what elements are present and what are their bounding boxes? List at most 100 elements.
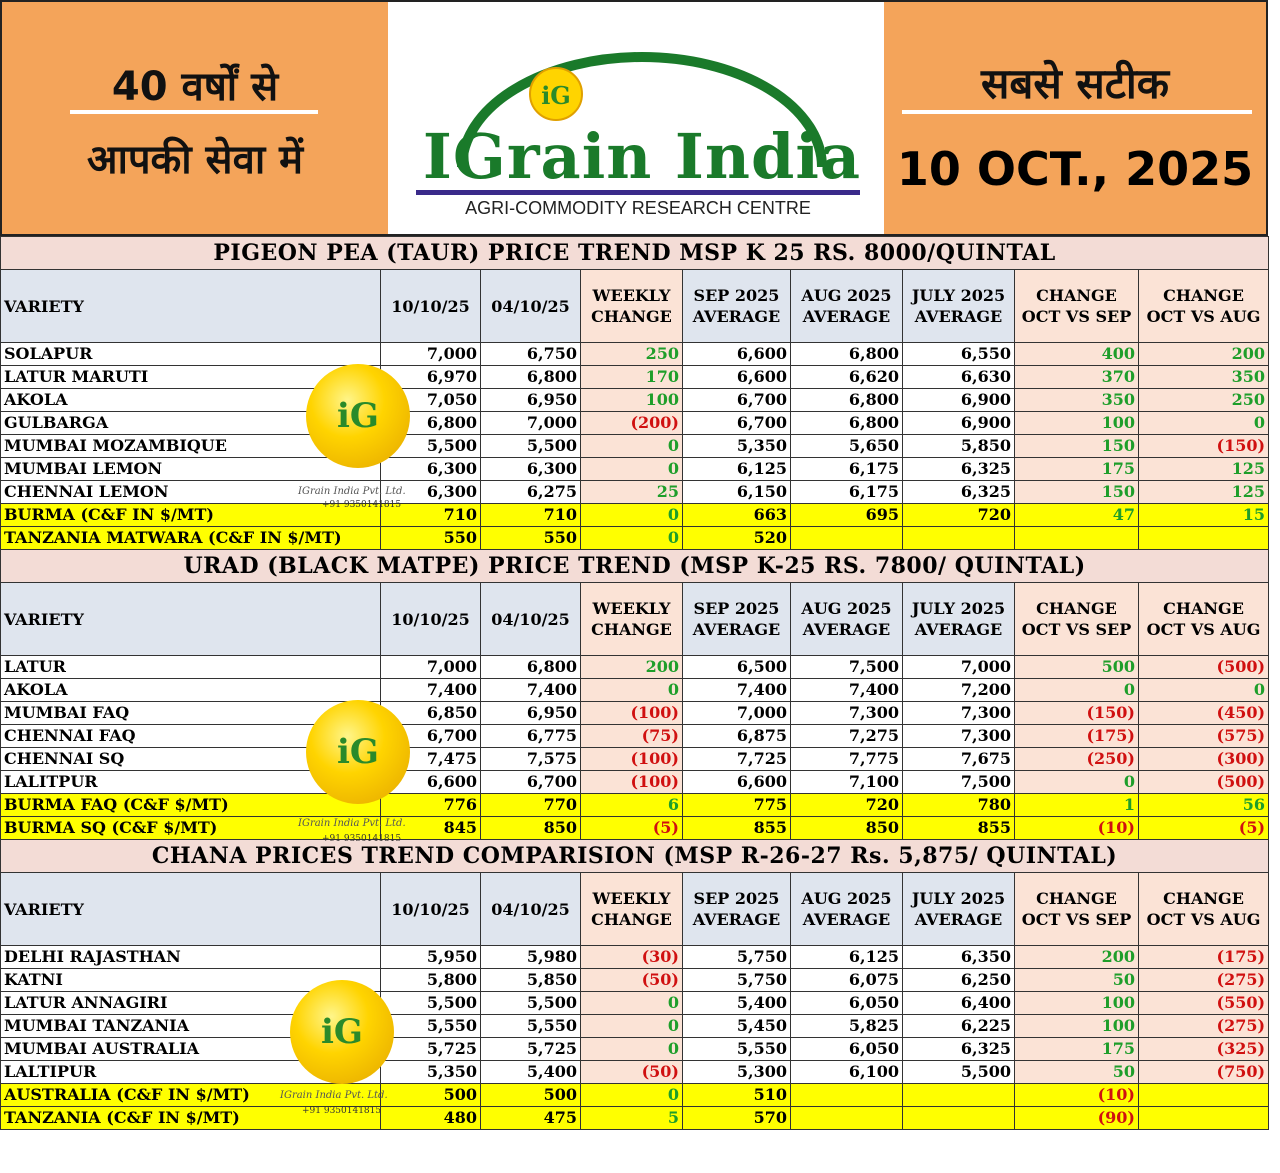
cell-weekly-change: (50) xyxy=(580,1060,683,1084)
table-row: TANZANIA MATWARA (C&F IN $/MT) 550 550 0 520 xyxy=(0,526,1270,550)
table-row: AUSTRALIA (C&F IN $/MT) 500 500 0 510 (10) xyxy=(0,1083,1270,1107)
cell-july-average: 6,900 xyxy=(902,411,1015,435)
column-header-change-oct-vs-sep: CHANGE OCT VS SEP xyxy=(1014,269,1139,343)
cell-weekly-change: (100) xyxy=(580,701,683,725)
cell-aug-average: 5,825 xyxy=(790,1014,903,1038)
cell-change-oct-vs-sep: (10) xyxy=(1014,1083,1139,1107)
cell-weekly-change: (200) xyxy=(580,411,683,435)
cell-variety: SOLAPUR xyxy=(0,342,381,366)
tagline-service: आपकी सेवा में xyxy=(86,137,304,183)
cell-variety: AKOLA xyxy=(0,678,381,702)
report-date: 10 OCT., 2025 xyxy=(896,142,1254,196)
price-table: PIGEON PEA (TAUR) PRICE TREND MSP K 25 R… xyxy=(0,236,1270,1130)
cell-july-average: 6,250 xyxy=(902,968,1015,992)
table-row: KATNI 5,800 5,850 (50) 5,750 6,075 6,250 50 (275… xyxy=(0,968,1270,992)
cell-change-oct-vs-sep: 175 xyxy=(1014,1037,1139,1061)
cell-july-average xyxy=(902,1106,1015,1130)
cell-price-current: 5,725 xyxy=(380,1037,481,1061)
cell-july-average: 6,550 xyxy=(902,342,1015,366)
cell-price-previous: 770 xyxy=(480,793,581,817)
table-row: GULBARGA 6,800 7,000 (200) 6,700 6,800 6,900 10… xyxy=(0,411,1270,435)
cell-sep-average: 520 xyxy=(682,526,791,550)
column-header-variety: VARIETY xyxy=(0,269,381,343)
cell-weekly-change: 0 xyxy=(580,678,683,702)
section-title: PIGEON PEA (TAUR) PRICE TREND MSP K 25 R… xyxy=(0,236,1270,270)
cell-aug-average: 695 xyxy=(790,503,903,527)
cell-change-oct-vs-sep: 100 xyxy=(1014,991,1139,1015)
column-header-change-oct-vs-sep: CHANGE OCT VS SEP xyxy=(1014,872,1139,946)
cell-aug-average: 6,800 xyxy=(790,342,903,366)
cell-change-oct-vs-aug: 125 xyxy=(1137,480,1270,504)
section-title: URAD (BLACK MATPE) PRICE TREND (MSP K-25… xyxy=(0,549,1270,583)
cell-change-oct-vs-aug: (5) xyxy=(1137,816,1270,840)
watermark-badge: iG xyxy=(337,732,379,772)
cell-price-previous: 5,980 xyxy=(480,945,581,969)
cell-july-average: 6,400 xyxy=(902,991,1015,1015)
cell-price-previous: 7,400 xyxy=(480,678,581,702)
cell-change-oct-vs-aug: (325) xyxy=(1137,1037,1270,1061)
cell-change-oct-vs-aug: (750) xyxy=(1137,1060,1270,1084)
cell-aug-average: 6,800 xyxy=(790,388,903,412)
cell-weekly-change: 6 xyxy=(580,793,683,817)
table-row: AKOLA 7,400 7,400 0 7,400 7,400 7,200 0 0 xyxy=(0,678,1270,702)
cell-change-oct-vs-sep: 175 xyxy=(1014,457,1139,481)
watermark-logo-icon: iG xyxy=(290,980,394,1084)
cell-sep-average: 6,700 xyxy=(682,388,791,412)
cell-price-previous: 5,850 xyxy=(480,968,581,992)
cell-variety: TANZANIA (C&F IN $/MT) xyxy=(0,1106,381,1130)
cell-price-previous: 475 xyxy=(480,1106,581,1130)
cell-price-previous: 7,575 xyxy=(480,747,581,771)
cell-sep-average: 775 xyxy=(682,793,791,817)
cell-change-oct-vs-sep: 500 xyxy=(1014,655,1139,679)
cell-aug-average: 6,075 xyxy=(790,968,903,992)
cell-july-average: 780 xyxy=(902,793,1015,817)
cell-july-average: 6,225 xyxy=(902,1014,1015,1038)
watermark-phone: +91 9350141815 xyxy=(322,500,402,510)
cell-weekly-change: (100) xyxy=(580,770,683,794)
column-header-price-current: 10/10/25 xyxy=(380,872,481,946)
table-row: CHENNAI FAQ 6,700 6,775 (75) 6,875 7,275 7,300… xyxy=(0,724,1270,748)
cell-price-current: 7,400 xyxy=(380,678,481,702)
column-header-weekly-change: WEEKLY CHANGE xyxy=(580,872,683,946)
cell-change-oct-vs-sep xyxy=(1014,526,1139,550)
cell-sep-average: 7,000 xyxy=(682,701,791,725)
cell-aug-average: 5,650 xyxy=(790,434,903,458)
cell-price-previous: 6,300 xyxy=(480,457,581,481)
cell-change-oct-vs-sep: (175) xyxy=(1014,724,1139,748)
cell-change-oct-vs-sep: 350 xyxy=(1014,388,1139,412)
cell-july-average: 7,300 xyxy=(902,724,1015,748)
cell-aug-average: 7,300 xyxy=(790,701,903,725)
cell-july-average xyxy=(902,1083,1015,1107)
column-header-row: VARIETY 10/10/25 04/10/25 WEEKLY CHANGE SEP … xyxy=(0,582,1270,656)
table-row: BURMA (C&F IN $/MT) 710 710 0 663 695 720 47 15 xyxy=(0,503,1270,527)
section-title: CHANA PRICES TREND COMPARISION (MSP R-26… xyxy=(0,839,1270,873)
cell-change-oct-vs-sep: 150 xyxy=(1014,434,1139,458)
cell-change-oct-vs-aug: 350 xyxy=(1137,365,1270,389)
cell-sep-average: 6,500 xyxy=(682,655,791,679)
cell-sep-average: 6,875 xyxy=(682,724,791,748)
cell-price-previous: 850 xyxy=(480,816,581,840)
cell-aug-average: 6,175 xyxy=(790,480,903,504)
cell-july-average: 6,900 xyxy=(902,388,1015,412)
cell-july-average: 7,500 xyxy=(902,770,1015,794)
cell-aug-average: 6,050 xyxy=(790,1037,903,1061)
table-row: TANZANIA (C&F IN $/MT) 480 475 5 570 (90) xyxy=(0,1106,1270,1130)
section-title-row: CHANA PRICES TREND COMPARISION (MSP R-26… xyxy=(0,839,1270,873)
cell-variety: MUMBAI FAQ xyxy=(0,701,381,725)
cell-price-previous: 550 xyxy=(480,526,581,550)
cell-july-average: 6,325 xyxy=(902,457,1015,481)
cell-july-average: 855 xyxy=(902,816,1015,840)
column-header-july-average: JULY 2025 AVERAGE xyxy=(902,269,1015,343)
cell-price-current: 5,950 xyxy=(380,945,481,969)
cell-variety: CHENNAI LEMON xyxy=(0,480,381,504)
cell-aug-average: 7,400 xyxy=(790,678,903,702)
cell-sep-average: 5,750 xyxy=(682,945,791,969)
table-row: MUMBAI LEMON 6,300 6,300 0 6,125 6,175 6,325 17… xyxy=(0,457,1270,481)
cell-price-current: 5,350 xyxy=(380,1060,481,1084)
cell-aug-average xyxy=(790,526,903,550)
column-header-variety: VARIETY xyxy=(0,872,381,946)
cell-change-oct-vs-sep: 100 xyxy=(1014,411,1139,435)
cell-sep-average: 5,550 xyxy=(682,1037,791,1061)
header-left-panel: 40 वर्षों से आपकी सेवा में xyxy=(2,2,388,234)
cell-change-oct-vs-aug: 125 xyxy=(1137,457,1270,481)
